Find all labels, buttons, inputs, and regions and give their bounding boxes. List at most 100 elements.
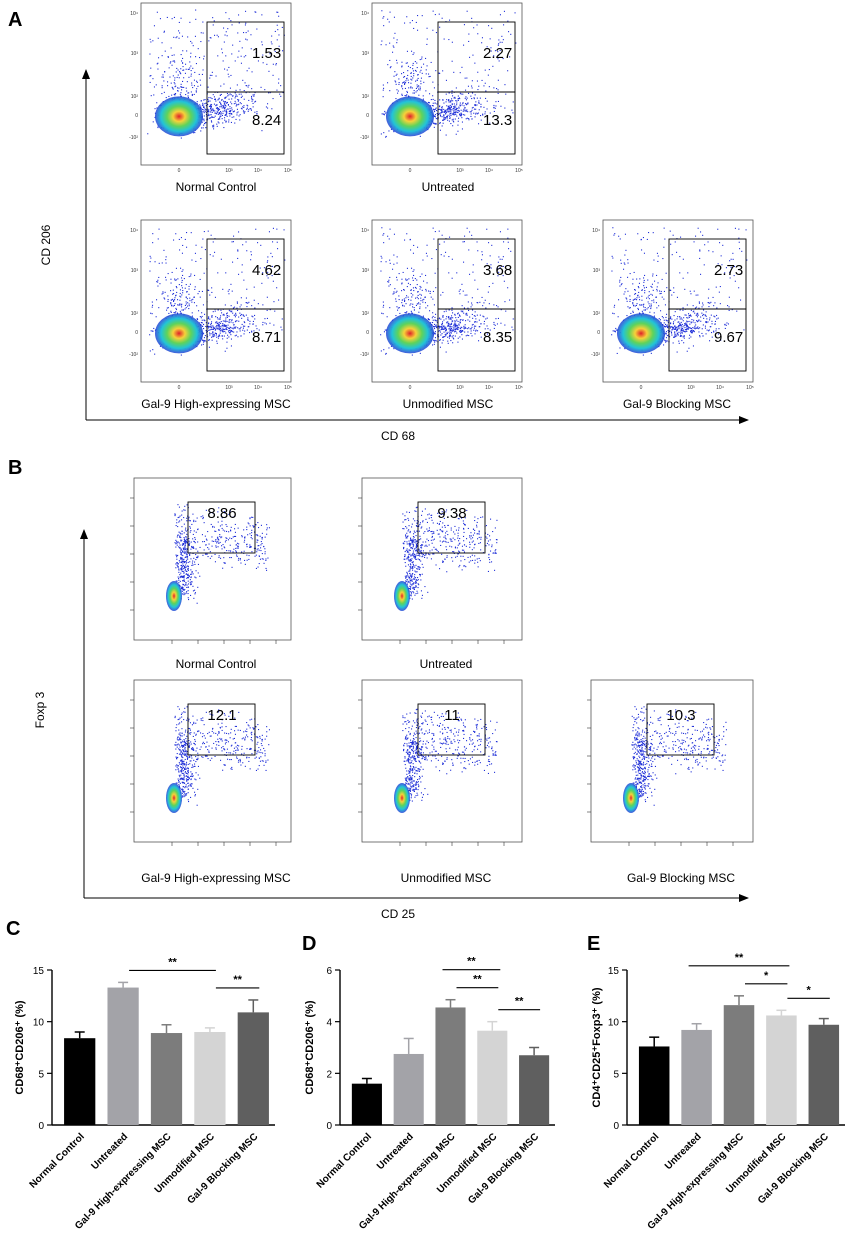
y-tick-label: 10⁴ <box>361 228 369 234</box>
bar-chart-e: 0 5 10 15 CD4⁺CD25⁺Foxp3⁺ (%) Normal Control U… <box>591 952 845 1232</box>
gate-value: 8.86 <box>207 505 236 522</box>
y-tick-label: 10³ <box>593 268 601 274</box>
bar <box>237 1012 269 1125</box>
x-tick-label: 10⁴ <box>254 168 262 174</box>
flow-plot-a-2: 4.62 8.71 10⁴ 10³ 10² 0 -10² 0 10³ 10⁴ 10⁵ Gal-9 Hi… <box>129 219 292 411</box>
y-tick-label: 0 <box>38 1121 44 1132</box>
gate-lower <box>437 91 516 155</box>
y-tick-label: 0 <box>135 330 138 336</box>
density-hotspot <box>166 783 182 813</box>
gate-box <box>417 703 486 756</box>
density-hotspot <box>155 96 203 137</box>
flow-plot-a-0: 1.53 8.24 10⁴ 10³ 10² 0 -10² 0 10³ 10⁴ 10⁵ Normal C… <box>129 2 292 194</box>
scatter-dots <box>174 706 270 806</box>
y-tick-label: 10³ <box>131 51 139 57</box>
x-tick-label: 10⁵ <box>746 385 754 391</box>
x-tick-label: 10⁵ <box>515 168 523 174</box>
y-tick-label: 10³ <box>362 268 370 274</box>
bar <box>638 1046 670 1125</box>
x-tick-label: 0 <box>178 385 181 391</box>
bar <box>435 1007 466 1125</box>
bar <box>64 1038 96 1125</box>
bar <box>393 1053 424 1125</box>
category-label: Normal Control <box>315 1131 374 1190</box>
bar <box>808 1024 840 1125</box>
y-tick-label: 0 <box>597 330 600 336</box>
gate-lower <box>206 91 285 155</box>
category-label: Untreated <box>89 1131 130 1172</box>
y-tick-label: 10³ <box>362 51 370 57</box>
x-tick-label: 0 <box>409 168 412 174</box>
panel-letter-e: E <box>587 933 600 955</box>
density-hotspot <box>155 313 203 354</box>
flow-plot-label: Untreated <box>420 657 473 671</box>
panel-letter-b: B <box>8 457 22 479</box>
significance-label: ** <box>735 952 744 964</box>
bar <box>194 1032 226 1125</box>
significance-label: ** <box>168 956 177 968</box>
y-tick-label: 10 <box>33 1018 45 1029</box>
gate-value: 10.3 <box>666 707 695 724</box>
y-tick-label: 10² <box>131 94 139 100</box>
panel-a-y-axis-title: CD 206 <box>39 224 53 265</box>
gate-lower-value: 8.71 <box>252 329 281 346</box>
y-axis-title: CD68⁺CD206⁺ (%) <box>304 1000 316 1094</box>
y-tick-label: 4 <box>326 1018 332 1029</box>
flow-plot-frame <box>602 219 754 383</box>
category-label: Gal-9 Blocking MSC <box>466 1131 541 1206</box>
flow-plot-frame <box>590 679 754 843</box>
gate-value: 12.1 <box>207 707 236 724</box>
x-tick-label: 10⁴ <box>485 385 493 391</box>
bar <box>107 987 139 1125</box>
x-tick-label: 10⁴ <box>716 385 724 391</box>
category-label: Normal Control <box>28 1131 87 1190</box>
flow-plot-b-4: 10.3 Gal-9 Blocking MSC <box>587 679 754 885</box>
panel-letter-d: D <box>302 933 316 955</box>
bar <box>519 1055 550 1125</box>
flow-plot-label: Normal Control <box>176 657 257 671</box>
panel-b-y-axis-title: Foxp 3 <box>33 691 47 728</box>
bar <box>766 1015 797 1125</box>
flow-plot-frame <box>133 679 292 843</box>
gate-lower <box>206 308 285 372</box>
y-tick-label: 10² <box>362 94 370 100</box>
x-tick-label: 10³ <box>456 168 464 174</box>
y-axis-title: CD68⁺CD206⁺ (%) <box>14 1000 26 1094</box>
gate-upper-value: 2.27 <box>483 45 512 62</box>
x-tick-label: 10³ <box>687 385 695 391</box>
x-tick-label: 0 <box>178 168 181 174</box>
bar <box>681 1029 712 1125</box>
flow-plot-label: Gal-9 High-expressing MSC <box>141 397 291 411</box>
y-tick-label: -10² <box>360 135 369 141</box>
x-tick-label: 0 <box>409 385 412 391</box>
y-tick-label: -10² <box>360 352 369 358</box>
significance-label: * <box>806 984 811 996</box>
flow-plot-a-4: 2.73 9.67 10⁴ 10³ 10² 0 -10² 0 10³ 10⁴ 10⁵ Gal-9 Bl… <box>591 219 754 411</box>
y-tick-label: 10³ <box>131 268 139 274</box>
bar <box>351 1083 382 1125</box>
y-axis-title: CD4⁺CD25⁺Foxp3⁺ (%) <box>591 987 603 1107</box>
scatter-dots <box>631 706 727 806</box>
bar <box>723 1005 755 1125</box>
gate-box <box>646 703 715 756</box>
y-tick-label: 6 <box>326 966 332 977</box>
flow-plot-frame <box>371 219 523 383</box>
y-tick-label: 10⁴ <box>130 228 138 234</box>
x-tick-label: 10⁵ <box>284 385 292 391</box>
y-tick-label: 0 <box>366 113 369 119</box>
significance-label: ** <box>515 996 524 1008</box>
y-tick-label: 5 <box>613 1069 619 1080</box>
bar-chart-d: 0 2 4 6 CD68⁺CD206⁺ (%) Normal Control Untreat… <box>304 956 555 1232</box>
gate-box <box>417 501 486 554</box>
x-tick-label: 10³ <box>456 385 464 391</box>
flow-plot-a-3: 3.68 8.35 10⁴ 10³ 10² 0 -10² 0 10³ 10⁴ 10⁵ Unmodifi… <box>360 219 523 411</box>
x-tick-label: 10⁴ <box>254 385 262 391</box>
x-tick-label: 10³ <box>225 385 233 391</box>
gate-upper-value: 2.73 <box>714 262 743 279</box>
flow-plot-b-1: 9.38 Untreated <box>358 477 523 671</box>
flow-plot-b-2: 12.1 Gal-9 High-expressing MSC <box>130 679 292 885</box>
y-tick-label: 10 <box>608 1018 620 1029</box>
category-label: Untreated <box>663 1131 704 1172</box>
